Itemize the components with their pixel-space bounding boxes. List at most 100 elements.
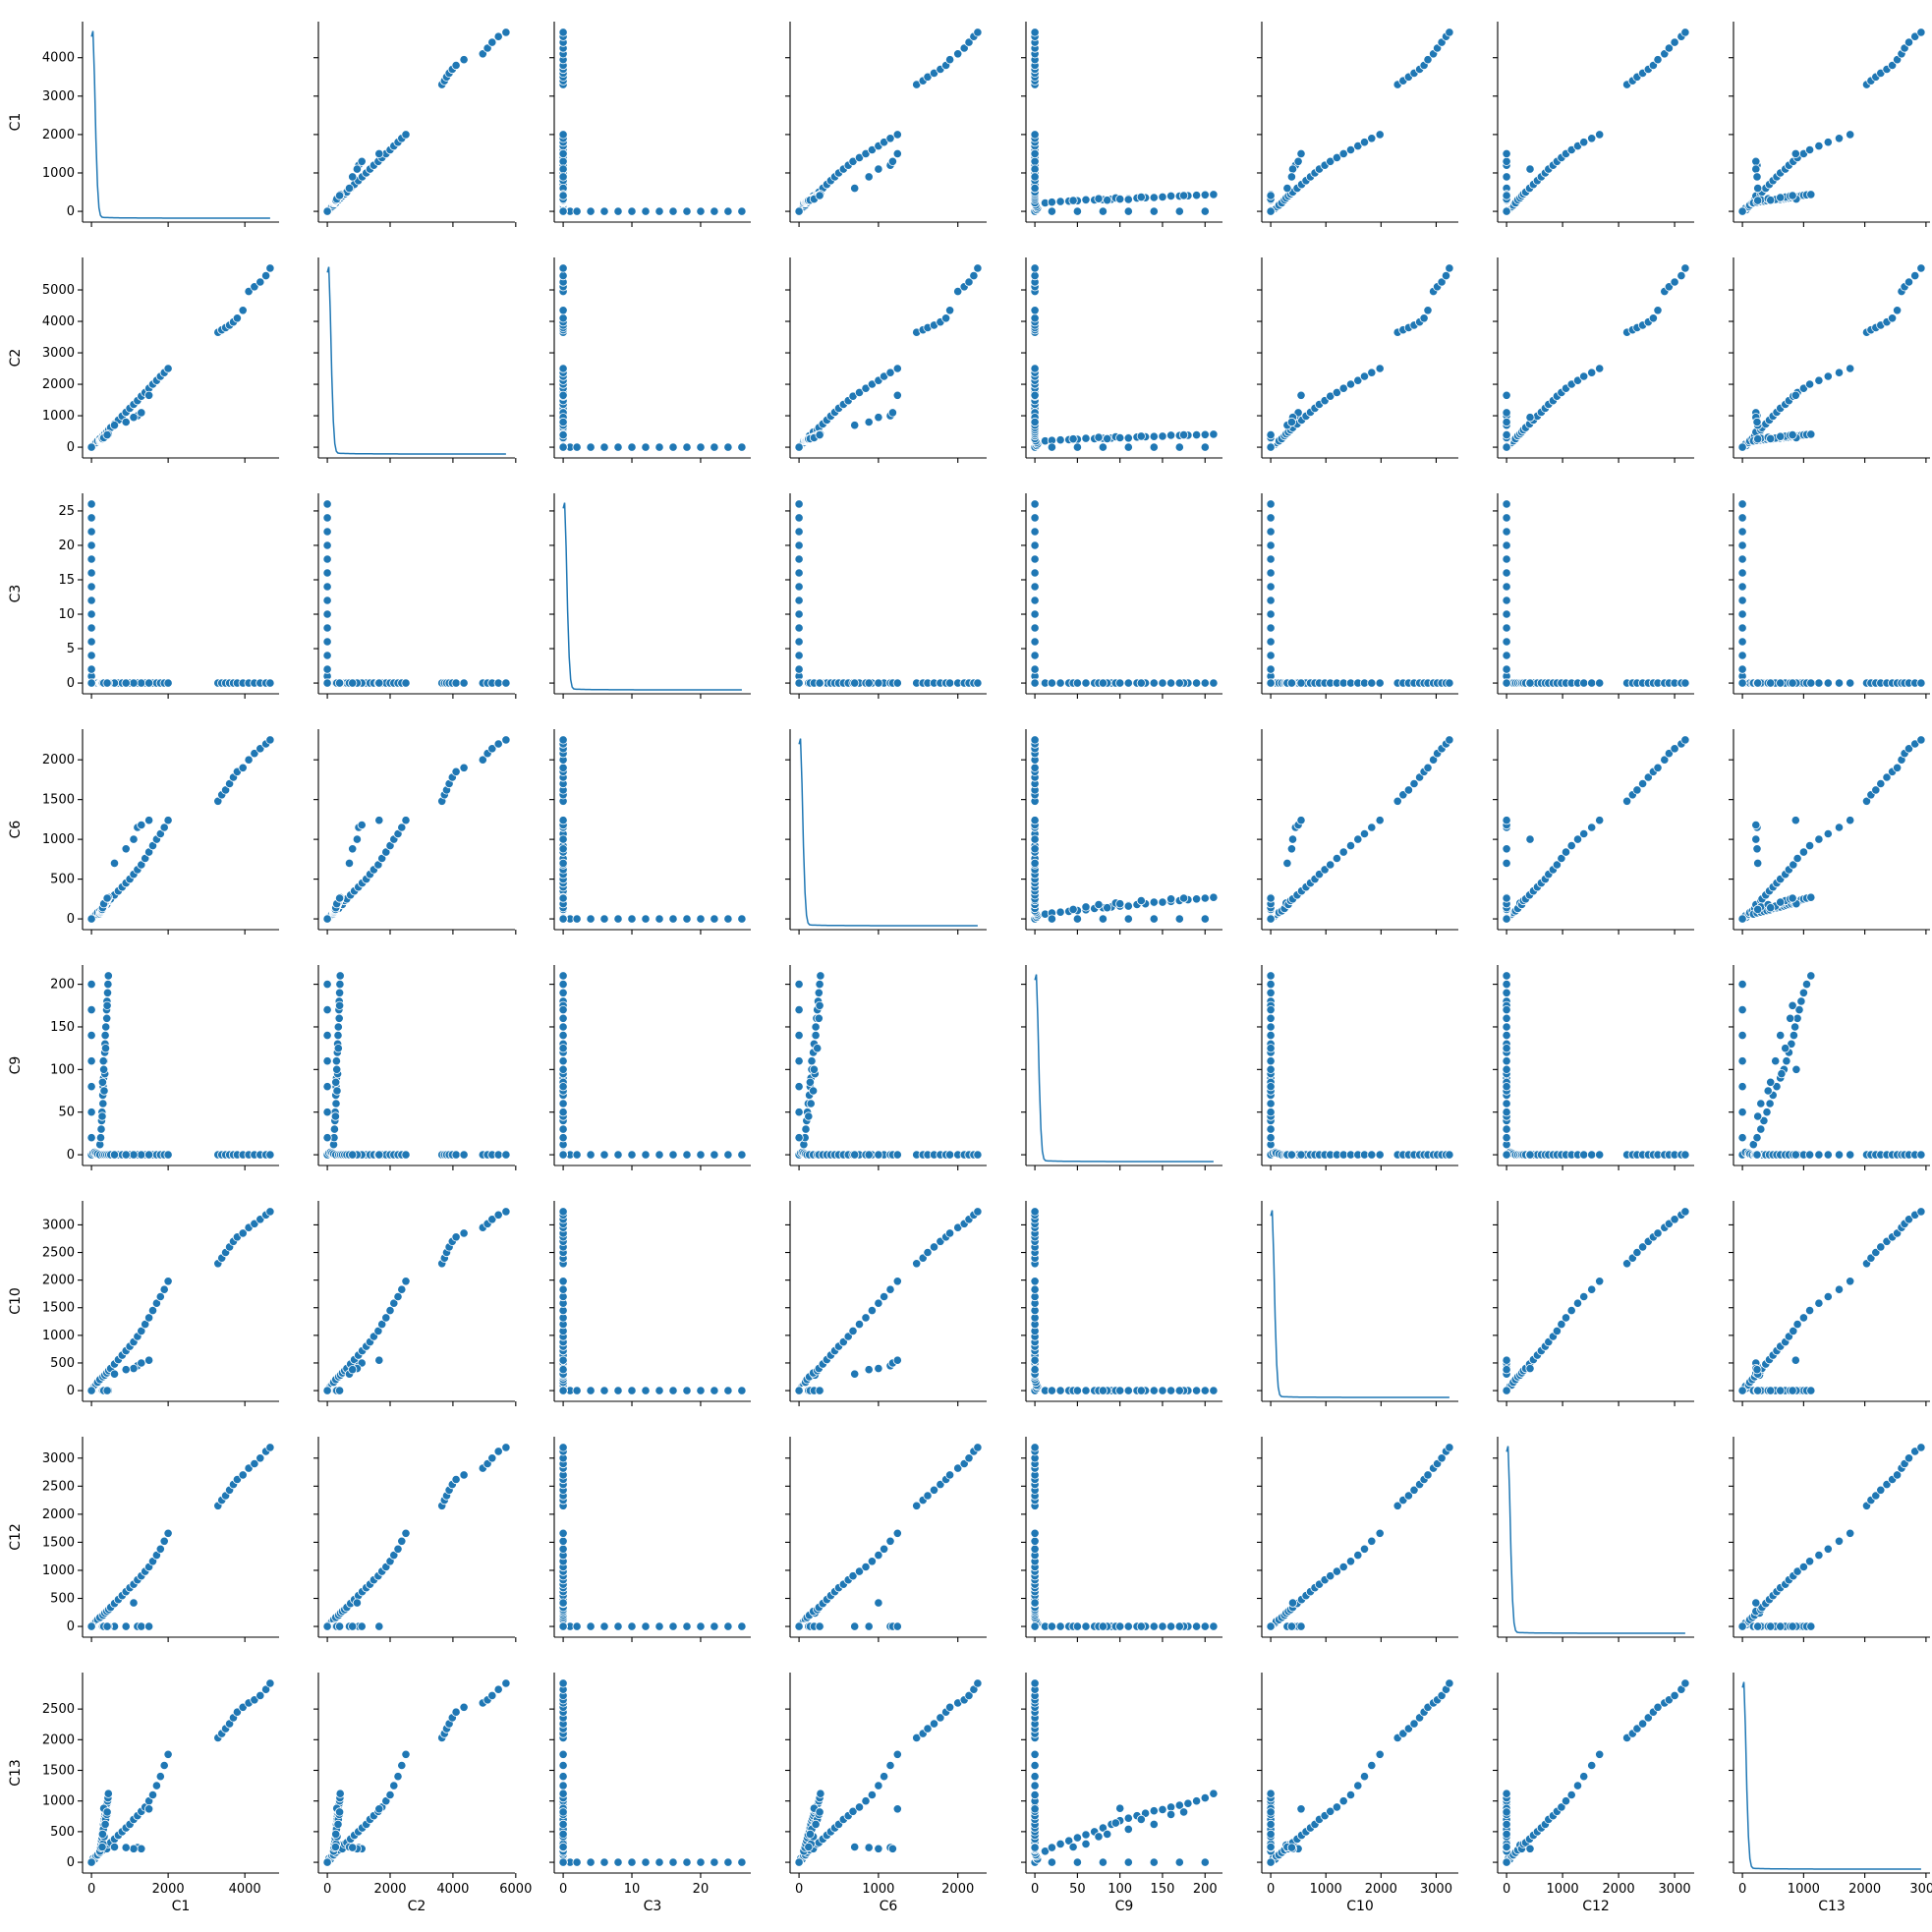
data-point — [163, 364, 173, 373]
data-point — [1790, 1355, 1800, 1365]
data-point — [572, 206, 582, 216]
data-point — [1916, 735, 1926, 745]
data-point — [794, 499, 804, 509]
data-point — [238, 763, 248, 772]
data-point — [558, 1108, 568, 1117]
data-point — [558, 1004, 568, 1015]
data-point — [874, 164, 883, 174]
data-point — [86, 651, 96, 660]
kde-curve-C10 — [1270, 1210, 1449, 1398]
data-point — [1653, 306, 1663, 315]
data-point — [558, 1099, 568, 1108]
data-point — [1030, 527, 1040, 537]
subplot-C2-vs-C12 — [1493, 257, 1694, 463]
data-point — [1834, 823, 1845, 832]
data-point — [558, 988, 568, 997]
data-point — [86, 1386, 96, 1395]
data-point — [1367, 823, 1377, 832]
data-point — [1579, 1150, 1589, 1160]
data-point — [144, 390, 154, 400]
y-tick-label: 150 — [50, 1020, 75, 1035]
data-point — [1791, 1064, 1801, 1074]
data-point — [1753, 1386, 1763, 1395]
data-point — [1296, 148, 1306, 158]
data-point — [1030, 156, 1040, 166]
subplot-C9-vs-C13 — [1729, 965, 1930, 1170]
data-point — [1115, 195, 1125, 204]
y-tick-label: 2000 — [42, 377, 75, 392]
data-point — [451, 767, 461, 776]
data-point — [265, 735, 275, 745]
data-point — [964, 37, 974, 47]
data-point — [1788, 678, 1797, 688]
y-tick-label: 1500 — [42, 1301, 75, 1316]
y-tick-label: 500 — [50, 1592, 75, 1607]
data-point — [86, 1133, 96, 1143]
data-point — [599, 914, 609, 924]
data-point — [137, 820, 146, 830]
data-point — [1123, 206, 1133, 216]
data-point — [1801, 979, 1812, 990]
data-point — [352, 1598, 362, 1608]
data-point — [1653, 1228, 1663, 1238]
data-point — [1502, 148, 1511, 158]
data-point — [1814, 142, 1824, 151]
data-point — [558, 816, 568, 825]
data-point — [599, 1621, 609, 1631]
data-point — [1266, 1031, 1276, 1041]
data-point — [1893, 306, 1903, 315]
y-tick-label: 1500 — [42, 1535, 75, 1550]
data-point — [102, 1386, 112, 1395]
data-point — [137, 678, 146, 688]
data-point — [682, 1621, 692, 1631]
data-point — [737, 914, 747, 924]
data-point — [1030, 513, 1040, 523]
data-point — [129, 1364, 139, 1374]
y-tick-label: 0 — [67, 912, 75, 927]
data-point — [815, 979, 824, 990]
data-point — [892, 678, 902, 688]
data-point — [1792, 1320, 1802, 1330]
data-point — [1502, 1133, 1511, 1143]
data-point — [1030, 609, 1040, 619]
data-point — [451, 1474, 461, 1485]
y-tick-label: 1000 — [42, 409, 75, 424]
data-point — [1737, 609, 1747, 619]
data-point — [1888, 313, 1898, 323]
data-point — [1266, 1108, 1276, 1117]
data-point — [1502, 1150, 1511, 1160]
data-point — [1751, 820, 1761, 830]
data-point — [794, 513, 804, 523]
data-point — [1587, 1284, 1597, 1294]
data-point — [100, 1031, 110, 1041]
subplot-C3-vs-C13 — [1729, 493, 1930, 699]
data-point — [1266, 637, 1276, 647]
data-point — [794, 979, 804, 990]
data-point — [1525, 1150, 1535, 1160]
data-point — [334, 678, 345, 688]
data-point — [1814, 834, 1824, 844]
data-point — [163, 816, 173, 825]
data-point — [1834, 368, 1845, 377]
data-point — [1158, 1386, 1167, 1395]
data-point — [144, 1621, 154, 1631]
data-point — [1525, 164, 1535, 174]
data-point — [1823, 678, 1833, 688]
data-point — [1209, 1386, 1219, 1395]
data-point — [1752, 844, 1762, 854]
data-point — [332, 1086, 342, 1096]
data-point — [334, 191, 345, 200]
data-point — [723, 1150, 733, 1160]
data-point — [723, 206, 733, 216]
data-point — [1737, 540, 1747, 550]
data-point — [1648, 313, 1659, 323]
subplot-C1-vs-C10 — [1257, 22, 1458, 227]
data-point — [333, 1031, 343, 1041]
data-point — [1192, 894, 1202, 904]
data-point — [1094, 432, 1104, 442]
data-point — [99, 1086, 109, 1096]
data-point — [1502, 971, 1511, 981]
subplot-C2-vs-C13 — [1729, 257, 1930, 463]
data-point — [558, 1355, 568, 1365]
data-point — [1572, 1298, 1583, 1308]
